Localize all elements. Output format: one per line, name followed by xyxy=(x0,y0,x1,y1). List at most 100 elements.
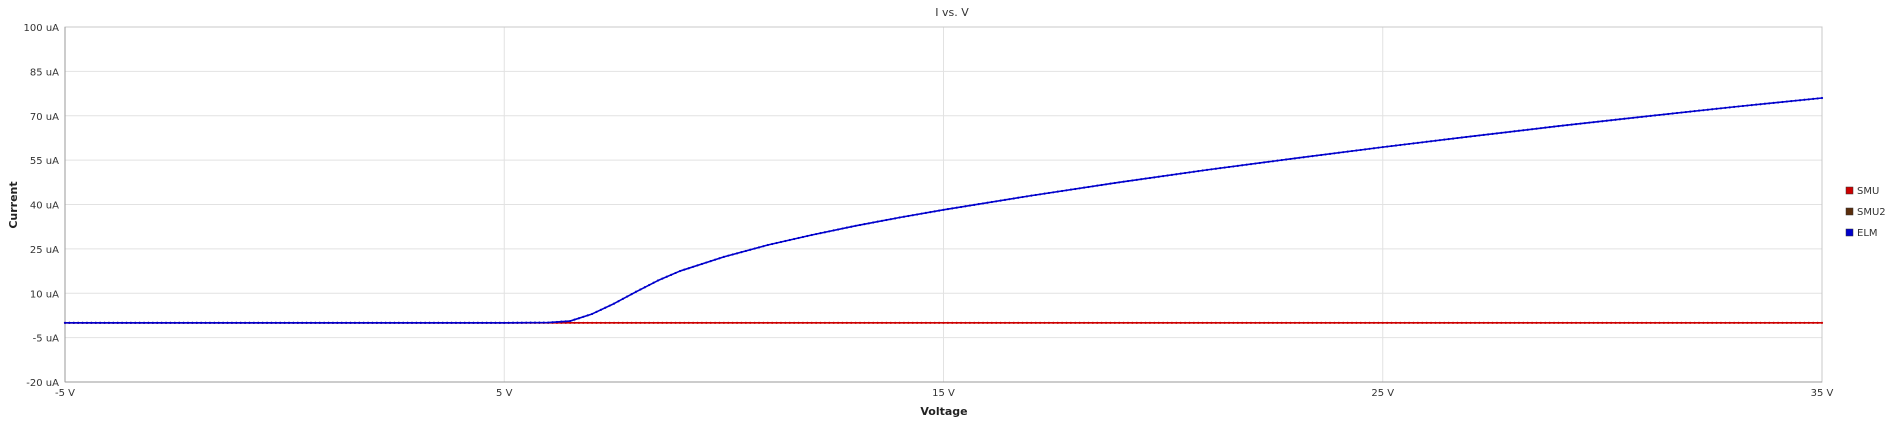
data-point xyxy=(1034,193,1037,197)
data-point xyxy=(959,205,963,209)
data-point xyxy=(252,321,255,324)
y-tick-label: -5 uA xyxy=(33,334,59,345)
data-point xyxy=(832,229,835,232)
data-point xyxy=(1750,104,1753,107)
data-point xyxy=(678,321,682,324)
data-point xyxy=(683,268,686,271)
x-tick-label: 35 V xyxy=(1811,388,1834,399)
data-point xyxy=(397,321,400,324)
data-point xyxy=(823,321,827,324)
data-point xyxy=(841,227,844,230)
data-point xyxy=(261,321,264,324)
data-point xyxy=(1460,136,1463,139)
data-point xyxy=(274,321,277,324)
data-point xyxy=(700,262,704,266)
data-point xyxy=(555,320,559,324)
data-point xyxy=(1820,321,1824,324)
data-point xyxy=(1126,321,1130,324)
data-point xyxy=(1469,321,1472,324)
data-point xyxy=(1293,321,1296,324)
data-point xyxy=(1328,321,1332,324)
data-point xyxy=(305,321,308,324)
data-point xyxy=(283,321,286,324)
x-tick-label: 5 V xyxy=(496,388,513,399)
data-point xyxy=(375,321,378,324)
data-point xyxy=(217,321,220,324)
data-point xyxy=(1324,153,1327,156)
data-point xyxy=(1328,152,1332,155)
data-point xyxy=(1003,321,1007,324)
data-point xyxy=(450,321,453,324)
data-point xyxy=(1236,321,1239,324)
data-point xyxy=(1570,321,1573,324)
data-point xyxy=(762,321,765,324)
data-point xyxy=(793,321,796,324)
data-point xyxy=(1552,125,1556,128)
data-point xyxy=(1478,134,1481,137)
data-point xyxy=(1412,142,1415,145)
data-point xyxy=(722,255,725,258)
data-point xyxy=(902,321,906,324)
data-point xyxy=(604,321,607,324)
data-point xyxy=(1091,185,1094,188)
data-point xyxy=(656,279,660,282)
data-point xyxy=(1276,321,1279,324)
data-point xyxy=(151,321,154,324)
data-point xyxy=(1030,321,1033,324)
data-point xyxy=(331,321,335,324)
data-point xyxy=(1263,321,1266,324)
y-tick-label: 40 uA xyxy=(30,201,59,212)
data-point xyxy=(621,297,624,300)
data-point xyxy=(1689,321,1692,324)
data-point xyxy=(784,239,787,243)
data-point xyxy=(1429,140,1433,143)
data-point xyxy=(595,321,598,324)
data-point xyxy=(749,321,752,324)
data-point xyxy=(573,321,576,324)
data-point xyxy=(775,241,778,245)
data-point xyxy=(836,228,840,231)
data-point xyxy=(924,211,928,215)
data-point xyxy=(749,248,752,251)
data-point xyxy=(1060,189,1064,193)
data-point xyxy=(1350,321,1354,324)
data-point xyxy=(1741,104,1745,108)
data-point xyxy=(1632,116,1635,119)
legend-swatch xyxy=(1845,207,1854,216)
data-point xyxy=(718,257,721,260)
data-point xyxy=(1100,183,1103,187)
data-point xyxy=(1649,321,1652,324)
data-point xyxy=(1711,108,1714,111)
data-point xyxy=(713,258,717,261)
legend-swatch xyxy=(1845,186,1854,195)
data-point xyxy=(551,321,554,324)
data-point xyxy=(366,321,370,324)
data-point xyxy=(516,321,519,324)
data-point xyxy=(1034,321,1037,324)
data-point xyxy=(938,321,941,324)
data-point xyxy=(863,321,866,324)
data-point xyxy=(1227,165,1231,169)
data-point xyxy=(1320,153,1323,157)
data-point xyxy=(612,302,616,305)
data-point xyxy=(1394,321,1398,324)
data-point xyxy=(1491,132,1494,135)
data-point xyxy=(1069,321,1072,324)
data-point xyxy=(1451,321,1455,324)
data-point xyxy=(1667,321,1670,324)
data-point xyxy=(766,243,769,247)
data-point xyxy=(1447,321,1450,324)
data-point xyxy=(1504,131,1507,134)
data-point xyxy=(872,321,875,324)
data-point xyxy=(178,321,181,324)
data-point xyxy=(1078,321,1081,324)
data-point xyxy=(1219,167,1222,170)
data-point xyxy=(586,321,589,324)
data-point xyxy=(1012,197,1015,200)
data-point xyxy=(753,321,756,324)
data-point xyxy=(1702,321,1705,324)
data-point xyxy=(1781,100,1784,104)
x-tick-label: -5 V xyxy=(55,388,75,399)
data-point xyxy=(1416,141,1419,144)
data-point xyxy=(437,321,440,324)
